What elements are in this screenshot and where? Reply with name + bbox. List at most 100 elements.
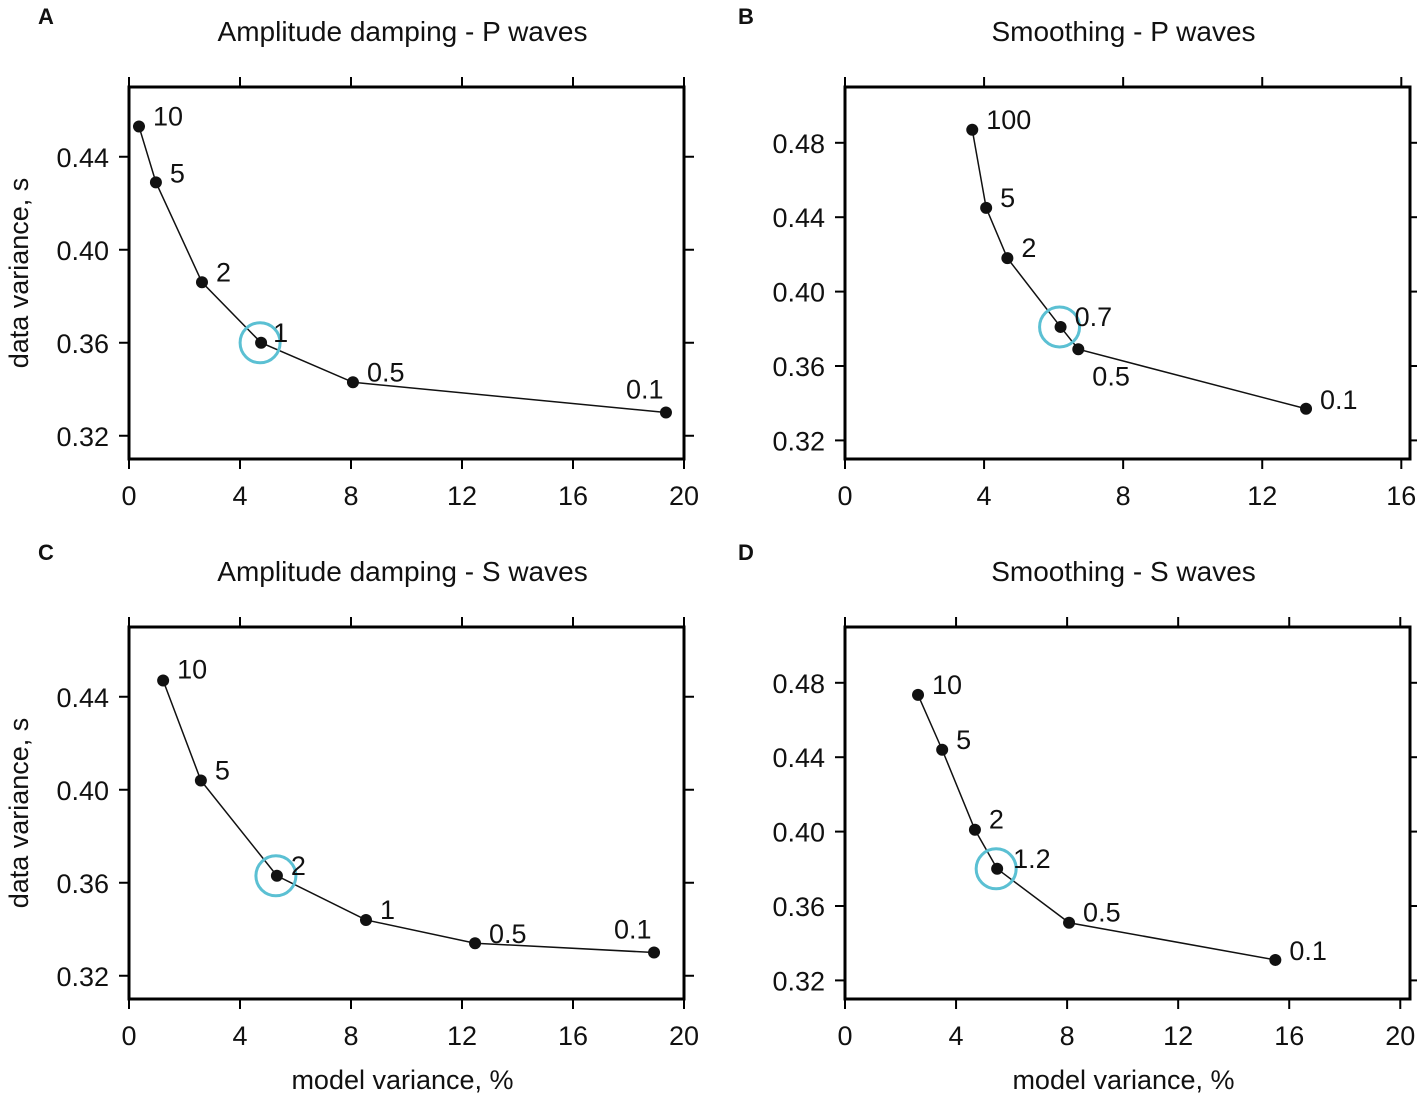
data-point — [1054, 320, 1067, 333]
data-label: 0.7 — [1075, 302, 1113, 332]
data-point — [966, 123, 979, 136]
data-point — [194, 774, 207, 787]
chart-title: Amplitude damping - P waves — [218, 16, 588, 47]
panel-letter: B — [738, 4, 754, 29]
y-tick-label: 0.48 — [772, 669, 825, 699]
data-point — [912, 688, 925, 701]
x-tick-label: 16 — [558, 1021, 588, 1051]
data-point — [149, 176, 162, 189]
series-line — [138, 126, 667, 414]
x-tick-label: 4 — [949, 1021, 964, 1051]
x-tick-label: 4 — [232, 1021, 247, 1051]
y-tick-label: 0.40 — [772, 278, 825, 308]
series-line — [917, 694, 1276, 961]
y-tick-label: 0.44 — [772, 203, 825, 233]
data-point — [469, 937, 482, 950]
series-line — [162, 680, 655, 954]
x-tick-label: 8 — [1060, 1021, 1075, 1051]
data-label: 2 — [216, 257, 231, 287]
x-tick-label: 8 — [343, 1021, 358, 1051]
data-point — [1063, 916, 1076, 929]
data-label: 2 — [989, 805, 1004, 835]
y-tick-label: 0.32 — [56, 962, 109, 992]
panel-letter: A — [38, 4, 54, 29]
x-tick-label: 16 — [1386, 481, 1416, 511]
y-tick-label: 0.44 — [56, 683, 109, 713]
data-point — [936, 743, 949, 756]
data-point — [659, 406, 672, 419]
data-label: 10 — [932, 670, 962, 700]
x-tick-label: 12 — [447, 481, 477, 511]
y-tick-label: 0.44 — [56, 143, 109, 173]
data-label: 0.1 — [626, 375, 664, 405]
panel-letter: D — [738, 540, 754, 565]
highlight-circle — [254, 854, 298, 898]
x-tick-label: 16 — [558, 481, 588, 511]
x-tick-label: 16 — [1274, 1021, 1304, 1051]
data-point — [648, 946, 661, 959]
highlight-circle — [974, 847, 1018, 891]
plot-frame — [843, 625, 1412, 1001]
x-tick-label: 12 — [1163, 1021, 1193, 1051]
data-point — [132, 120, 145, 133]
panel-d: D Smoothing - S waves 0 4 8 12 16 20 0.32 0.36 0.4… — [738, 540, 1417, 1095]
panel-b: B Smoothing - P waves 0 4 8 12 16 0.32 0.36 0.40 0… — [738, 4, 1417, 511]
y-tick-label: 0.40 — [56, 236, 109, 266]
x-tick-label: 4 — [232, 481, 247, 511]
data-label: 2 — [1021, 233, 1036, 263]
data-point — [991, 862, 1004, 875]
y-tick-label: 0.32 — [772, 426, 825, 456]
data-label: 100 — [986, 105, 1031, 135]
x-axis-label: model variance, % — [291, 1065, 513, 1095]
data-point — [255, 336, 268, 349]
y-tick-label: 0.32 — [772, 966, 825, 996]
data-point — [346, 376, 359, 389]
data-point — [968, 823, 981, 836]
panel-letter: C — [38, 540, 54, 565]
y-tick-label: 0.40 — [56, 776, 109, 806]
y-axis-label: data variance, s — [4, 178, 34, 369]
data-label: 10 — [153, 102, 183, 132]
plot-frame — [843, 85, 1412, 461]
data-point — [195, 276, 208, 289]
plot-frame — [127, 625, 686, 1001]
data-label: 0.5 — [367, 357, 405, 387]
chart-title: Smoothing - S waves — [991, 556, 1256, 587]
data-label: 5 — [956, 725, 971, 755]
x-tick-label: 0 — [121, 481, 136, 511]
y-tick-label: 0.36 — [772, 892, 825, 922]
plot-frame — [127, 85, 686, 461]
y-tick-label: 0.40 — [772, 818, 825, 848]
data-label: 0.1 — [1320, 385, 1358, 415]
data-label: 5 — [215, 755, 230, 785]
data-label: 1 — [273, 318, 288, 348]
chart-title: Smoothing - P waves — [991, 16, 1255, 47]
chart-title: Amplitude damping - S waves — [217, 556, 587, 587]
y-tick-label: 0.36 — [772, 352, 825, 382]
data-point — [359, 913, 372, 926]
y-tick-label: 0.36 — [56, 329, 109, 359]
x-tick-label: 12 — [447, 1021, 477, 1051]
data-label: 0.5 — [1083, 898, 1121, 928]
x-tick-label: 20 — [669, 1021, 699, 1051]
x-tick-label: 12 — [1247, 481, 1277, 511]
data-label: 10 — [177, 654, 207, 684]
y-tick-label: 0.32 — [56, 422, 109, 452]
series-line — [971, 129, 1307, 410]
data-label: 5 — [170, 158, 185, 188]
data-label: 0.1 — [614, 915, 652, 945]
y-tick-label: 0.44 — [772, 743, 825, 773]
y-tick-label: 0.36 — [56, 869, 109, 899]
x-tick-label: 20 — [1385, 1021, 1415, 1051]
y-tick-label: 0.48 — [772, 129, 825, 159]
x-tick-label: 8 — [1116, 481, 1131, 511]
data-label: 0.5 — [1092, 361, 1130, 391]
x-tick-label: 8 — [343, 481, 358, 511]
x-tick-label: 0 — [837, 481, 852, 511]
x-tick-label: 4 — [977, 481, 992, 511]
data-point — [270, 869, 283, 882]
data-label: 0.5 — [489, 919, 527, 949]
